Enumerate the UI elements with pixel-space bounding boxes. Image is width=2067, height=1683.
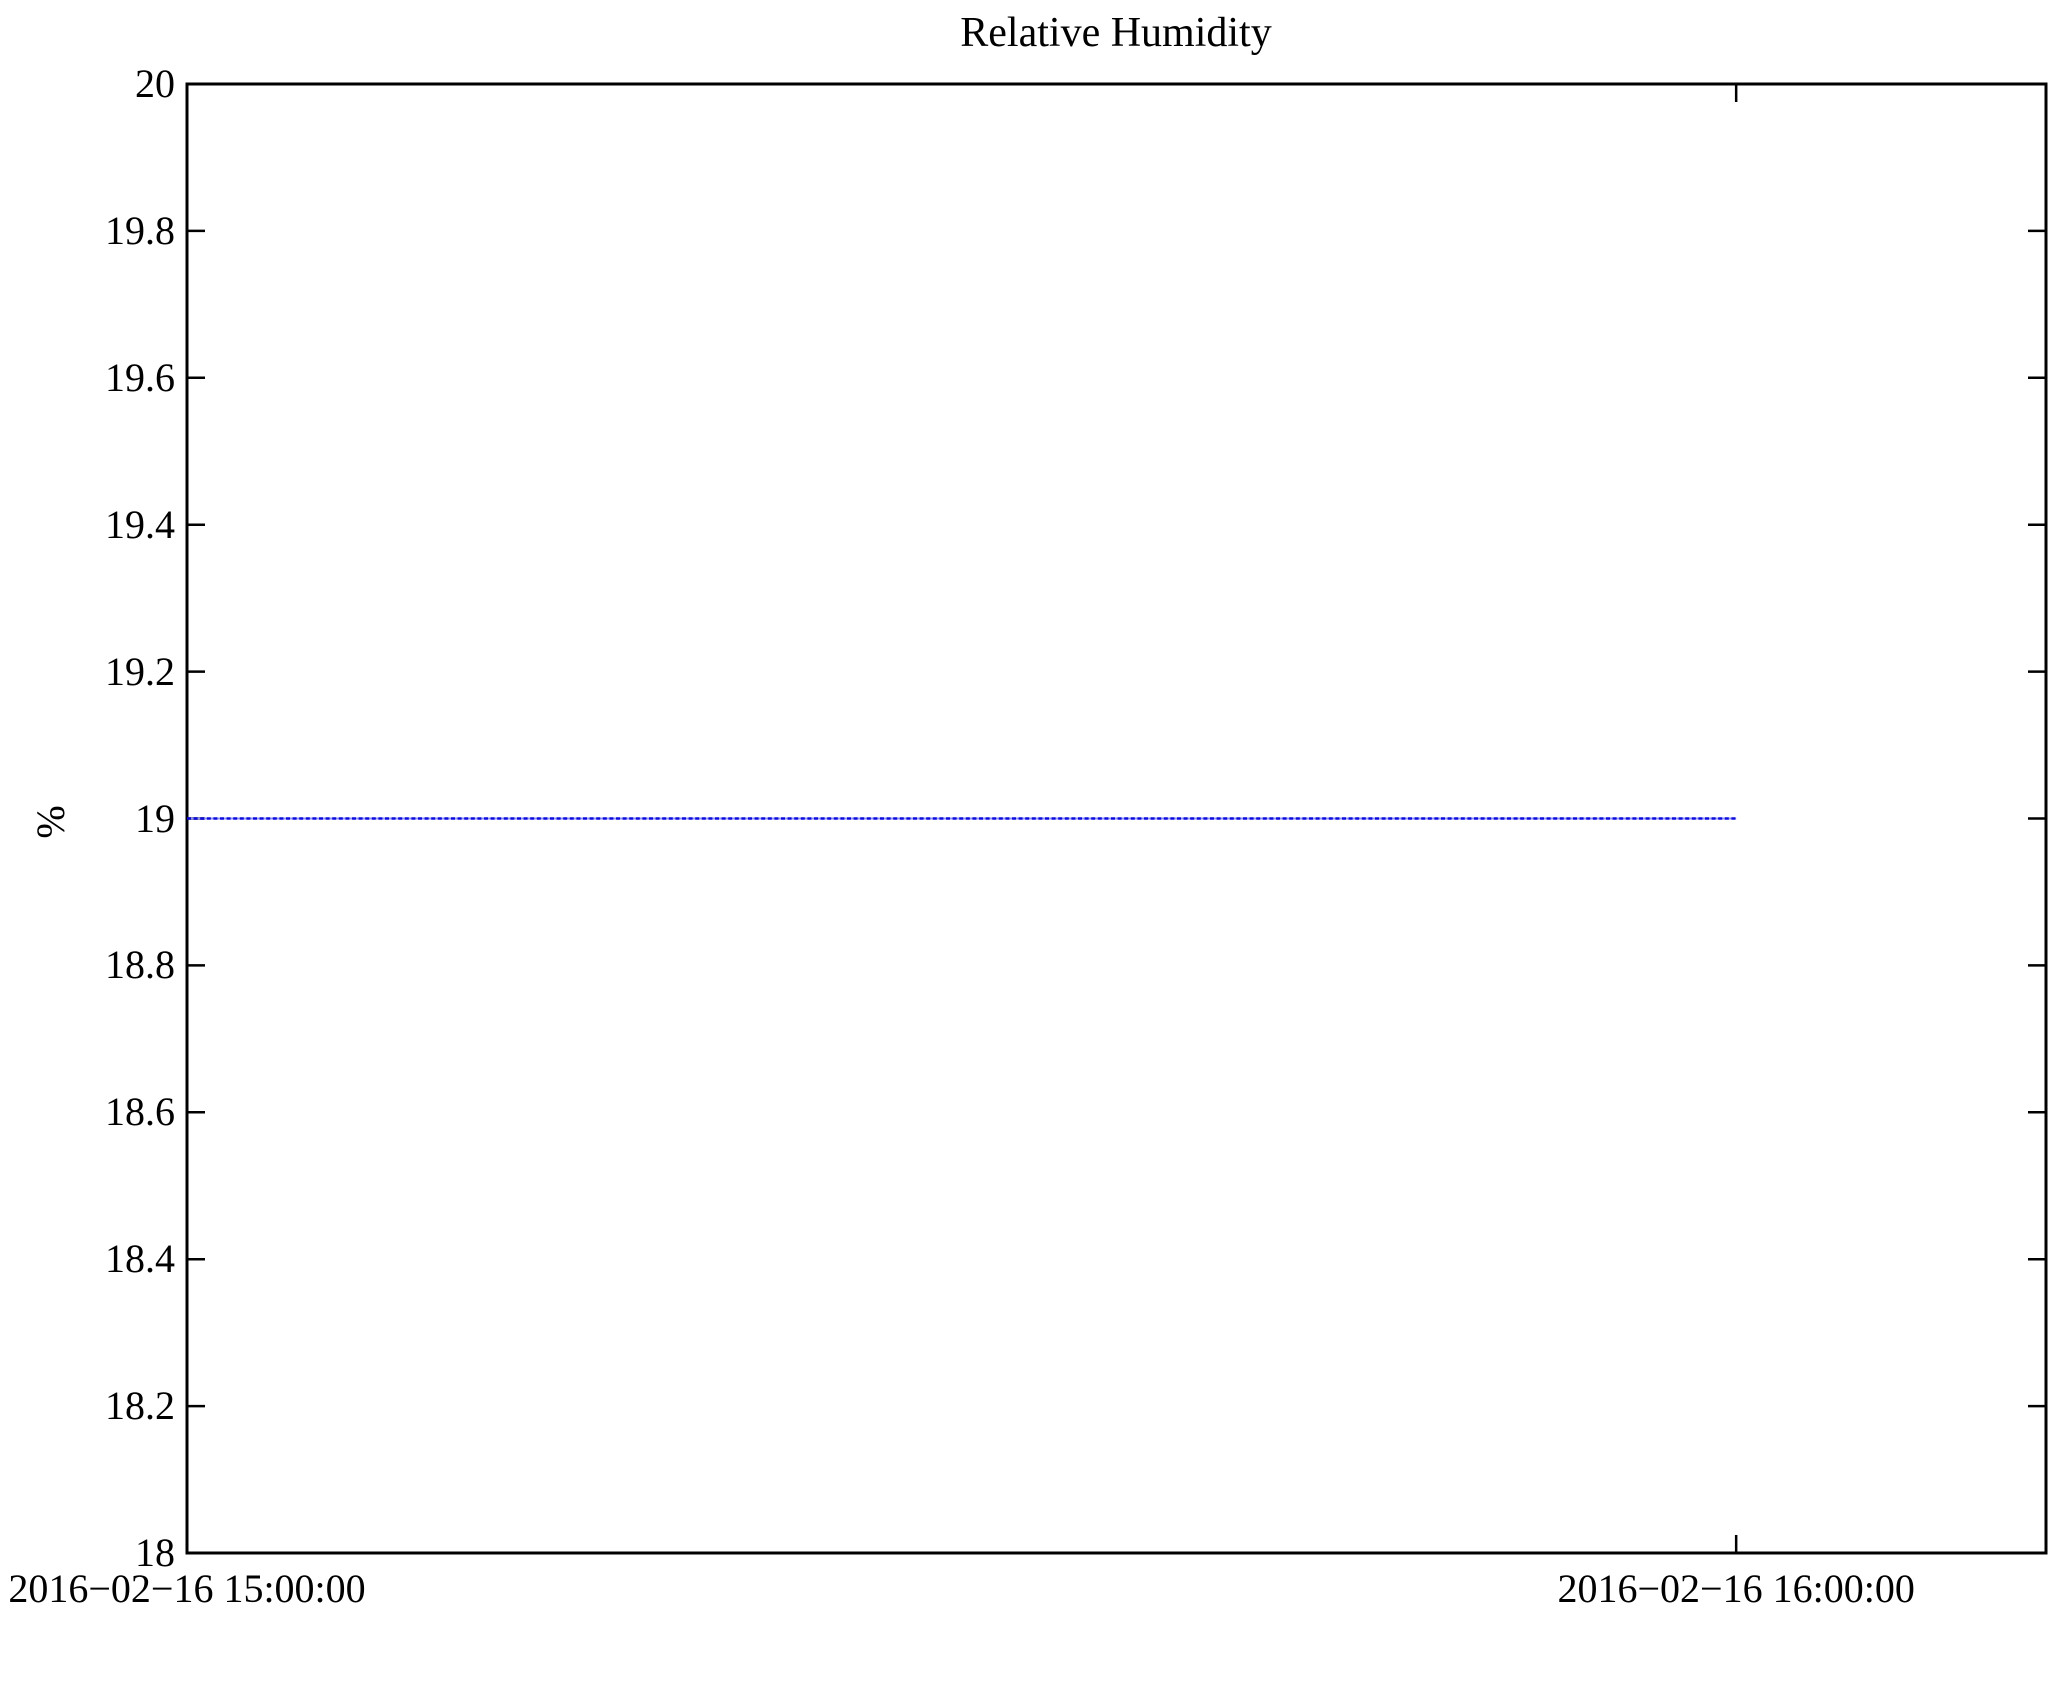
y-tick-label: 19.2 bbox=[105, 648, 175, 694]
y-tick-label: 18.4 bbox=[105, 1236, 175, 1282]
y-tick-label: 19 bbox=[135, 795, 175, 841]
y-tick-label: 19.4 bbox=[105, 501, 175, 547]
chart-title: Relative Humidity bbox=[960, 10, 1272, 56]
x-tick-label: 2016−02−16 16:00:00 bbox=[1557, 1566, 1915, 1611]
y-tick-label: 18.6 bbox=[105, 1089, 175, 1135]
y-tick-label: 19.8 bbox=[105, 207, 175, 253]
y-tick-label: 18 bbox=[135, 1530, 175, 1575]
y-tick-label: 20 bbox=[135, 61, 175, 106]
x-tick-label: 2016−02−16 15:00:00 bbox=[8, 1566, 366, 1611]
y-tick-label: 19.6 bbox=[105, 354, 175, 400]
y-tick-label: 18.8 bbox=[105, 942, 175, 988]
y-tick-label: 18.2 bbox=[105, 1383, 175, 1429]
